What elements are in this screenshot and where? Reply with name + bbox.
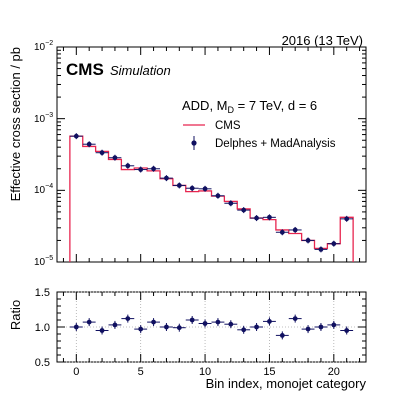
xtick-label: 20 (328, 366, 340, 378)
xtick-label: 0 (73, 366, 79, 378)
delphes-point (151, 166, 156, 172)
ytick-label-1e-2: 10−2 (34, 40, 53, 53)
delphes-point (228, 200, 234, 206)
ratio-point (228, 321, 234, 327)
ratio-point (164, 324, 169, 330)
ratio-point (125, 316, 131, 321)
ratio-point (331, 322, 337, 328)
legend-delphes-label: Delphes + MadAnalysis (215, 138, 336, 150)
cms-label: CMS (66, 60, 104, 79)
legend-title-main: ADD, M (182, 98, 228, 113)
ratio-point (215, 319, 221, 325)
ratio-ylabel: Ratio (8, 300, 23, 330)
ratio-axis-ticks (57, 291, 366, 363)
ytick-label-1e-4: 10−4 (34, 183, 53, 196)
cms-sublabel: Simulation (110, 63, 171, 78)
ratio-point (344, 328, 350, 333)
delphes-point (125, 163, 131, 169)
delphes-point (112, 155, 118, 161)
top-ytick-labels: 10−5 10−4 10−3 10−2 (34, 40, 53, 268)
delphes-point (215, 193, 221, 199)
delphes-point (164, 175, 169, 181)
ratio-point (99, 328, 105, 333)
ratio-point (305, 326, 311, 332)
legend-title: ADD, MD = 7 TeV, d = 6 (182, 98, 317, 115)
legend-title-subscript: D (228, 105, 235, 115)
ytick-label-1e-3: 10−3 (34, 112, 53, 125)
ratio-point (254, 324, 259, 330)
ratio-point (151, 319, 156, 325)
delphes-point (305, 238, 311, 243)
energy-label: 2016 (13 TeV) (282, 33, 363, 48)
cms-step-line (69, 135, 354, 262)
delphes-point (292, 227, 298, 233)
delphes-point (331, 241, 337, 247)
delphes-point (279, 229, 285, 235)
xtick-label: 5 (138, 366, 144, 378)
ratio-point (279, 333, 285, 338)
top-ylabel: Effective cross section / pb (8, 47, 23, 201)
top-axis-ticks (57, 46, 366, 263)
ratio-point (189, 317, 195, 323)
delphes-point (241, 207, 247, 213)
ratio-point (176, 325, 182, 331)
xtick-labels: 0 5 10 15 20 (73, 366, 340, 378)
ratio-point (318, 324, 324, 330)
delphes-point (267, 214, 272, 220)
delphes-point (73, 133, 79, 139)
ratio-point (202, 321, 208, 326)
ratio-point (241, 327, 247, 333)
ratio-point (86, 319, 92, 325)
ratio-point (73, 324, 79, 330)
ratio-point (138, 326, 144, 332)
ratio-ytick-1.5: 1.5 (35, 287, 50, 299)
ratio-point (292, 316, 298, 321)
ratio-points (69, 314, 354, 340)
ratio-point (267, 319, 272, 324)
ratio-ytick-0.5: 0.5 (35, 357, 50, 369)
ytick-label-1e-5: 10−5 (34, 255, 53, 268)
ratio-xlabel: Bin index, monojet category (206, 376, 367, 391)
xtick-label: 15 (263, 366, 275, 378)
legend-delphes-marker (191, 136, 197, 150)
ratio-point (112, 322, 118, 328)
delphes-point (318, 246, 324, 252)
legend-title-rest: = 7 TeV, d = 6 (234, 98, 317, 113)
delphes-point (86, 141, 92, 147)
delphes-point (254, 215, 259, 221)
delphes-point (138, 167, 144, 172)
xtick-label: 10 (199, 366, 211, 378)
delphes-point (189, 185, 195, 191)
ratio-ytick-1.0: 1.0 (35, 322, 50, 334)
delphes-points (69, 133, 354, 253)
ratio-grid (57, 291, 366, 363)
delphes-point (176, 183, 182, 188)
legend-cms-label: CMS (215, 120, 241, 132)
delphes-point (202, 186, 208, 192)
main-plot-frame (56, 46, 367, 263)
delphes-point (344, 216, 350, 222)
delphes-point (99, 150, 105, 156)
